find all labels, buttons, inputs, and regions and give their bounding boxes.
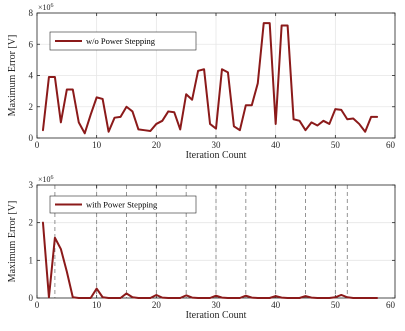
y-tick-label: 3 (29, 180, 34, 190)
x-tick-label: 20 (152, 140, 162, 150)
x-tick-label: 20 (152, 300, 162, 310)
y-tick-label: 1 (29, 255, 34, 265)
x-tick-label: 0 (35, 140, 40, 150)
legend-entry: w/o Power Stepping (86, 36, 156, 46)
x-tick-label: 30 (212, 300, 222, 310)
x-tick-label: 50 (331, 140, 341, 150)
legend-box (49, 31, 197, 51)
x-tick-label: 60 (386, 300, 396, 310)
legend-box (49, 195, 197, 214)
x-axis-label: Iteration Count (186, 150, 247, 161)
y-exponent-label: ×106 (38, 175, 54, 184)
y-exponent-value: 6 (51, 175, 54, 181)
chart-panel-2: 0 10 20 30 40 50 60 0 1 2 3 ×106 Iteration Count Maxi… (7, 175, 396, 321)
y-tick-label: 0 (29, 293, 34, 303)
x-tick-label: 40 (271, 140, 281, 150)
y-tick-label: 2 (29, 218, 34, 228)
y-exponent-label: ×106 (38, 3, 54, 12)
y-tick-label: 2 (29, 102, 34, 112)
legend: with Power Stepping (49, 195, 197, 214)
y-tick-label: 0 (29, 133, 34, 143)
x-tick-label: 10 (92, 300, 102, 310)
series-line-1 (41, 22, 379, 135)
x-tick-label: 10 (92, 140, 102, 150)
y-axis-label: Maximum Error [V] (7, 35, 18, 117)
x-tick-label: 50 (331, 300, 341, 310)
legend: w/o Power Stepping (49, 31, 197, 51)
y-tick-label: 4 (29, 71, 34, 81)
series-line-1 (41, 221, 379, 299)
y-exponent-value: 6 (51, 3, 54, 9)
y-axis-label: Maximum Error [V] (7, 201, 18, 283)
x-tick-label: 30 (212, 140, 222, 150)
y-tick-label: 6 (29, 39, 34, 49)
x-tick-label: 40 (271, 300, 281, 310)
legend-entry: with Power Stepping (86, 200, 158, 210)
x-tick-label: 0 (35, 300, 40, 310)
x-axis-label: Iteration Count (186, 310, 247, 321)
chart-panel-1: 0 10 20 30 40 50 60 0 2 4 6 8 ×106 Iteration Count Max… (7, 3, 396, 161)
x-tick-label: 60 (386, 140, 396, 150)
y-tick-label: 8 (29, 8, 34, 18)
